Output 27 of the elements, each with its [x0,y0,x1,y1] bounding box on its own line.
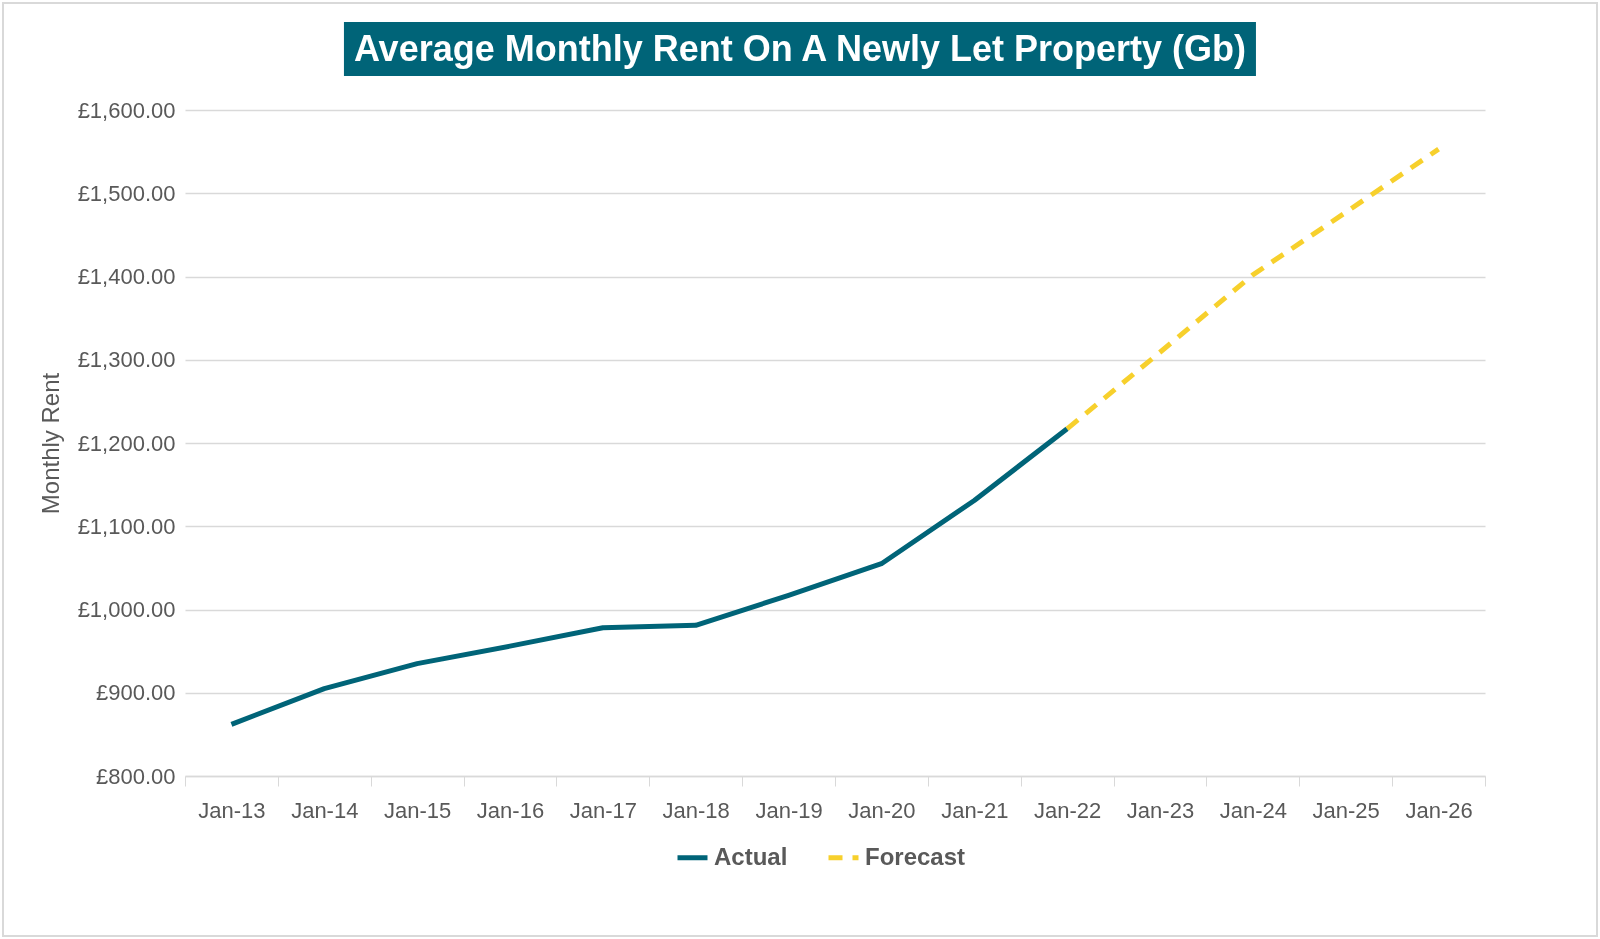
y-tick-label: £1,600.00 [77,97,176,123]
x-tick-label: Jan-16 [476,797,545,823]
x-tick-label: Jan-22 [1034,797,1102,823]
x-tick-label: Jan-18 [662,797,730,823]
x-tick-label: Jan-13 [198,797,266,823]
x-tick-label: Jan-17 [569,797,637,823]
y-tick-label: £1,200.00 [77,430,176,456]
legend-label: Actual [714,842,788,870]
x-tick-label: Jan-20 [848,797,916,823]
chart-title: Average Monthly Rent On A Newly Let Property (Gb) [343,22,1257,76]
x-tick-label: Jan-25 [1312,797,1380,823]
x-tick-label: Jan-15 [384,797,452,823]
y-tick-label: £800.00 [95,763,176,789]
legend-label: Forecast [865,842,966,870]
y-tick-label: £1,400.00 [77,264,176,289]
y-tick-label: £900.00 [95,680,176,706]
y-axis-title: Monthly Rent [36,372,64,515]
y-tick-label: £1,500.00 [77,180,176,206]
x-tick-label: Jan-26 [1405,797,1473,823]
x-tick-label: Jan-14 [291,797,359,823]
x-tick-label: Jan-21 [941,797,1009,823]
y-tick-label: £1,100.00 [77,513,176,539]
x-tick-label: Jan-24 [1219,797,1287,823]
y-tick-label: £1,300.00 [77,347,176,373]
x-tick-label: Jan-19 [755,797,823,823]
x-tick-label: Jan-23 [1126,797,1195,823]
y-tick-label: £1,000.00 [77,597,176,622]
